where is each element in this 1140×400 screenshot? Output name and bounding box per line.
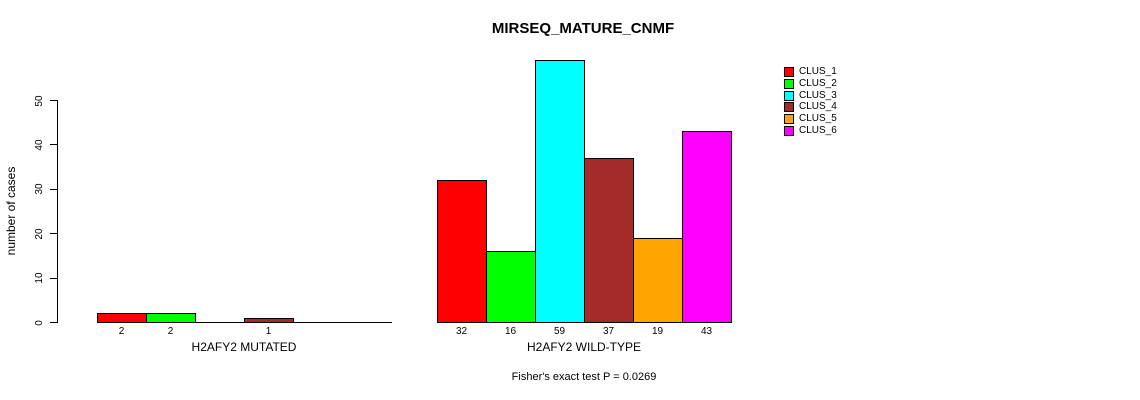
- bar-value-label: 32: [455, 326, 468, 337]
- bar-value-label: 16: [504, 326, 517, 337]
- y-tick: [50, 188, 57, 190]
- bar-CLUS_6-h2afy2-wild-type: [682, 131, 732, 323]
- y-axis-line: [57, 100, 58, 323]
- legend-swatch-CLUS_1: [784, 67, 794, 77]
- bar-value-label: 43: [700, 326, 713, 337]
- y-tick: [50, 277, 57, 279]
- bar-value-label: 1: [265, 326, 272, 337]
- legend-label: CLUS_5: [799, 113, 837, 125]
- bar-CLUS_4-h2afy2-mutated: [244, 317, 294, 323]
- bar-CLUS_4-h2afy2-wild-type: [584, 157, 634, 323]
- fisher-test-note: Fisher's exact test P = 0.0269: [511, 371, 657, 383]
- y-tick-label: 30: [34, 183, 45, 195]
- legend-label: CLUS_1: [799, 66, 837, 77]
- legend-swatch-CLUS_6: [784, 126, 794, 136]
- bar-CLUS_2-h2afy2-wild-type: [486, 250, 536, 323]
- bar-CLUS_1-h2afy2-mutated: [97, 313, 147, 323]
- y-tick-label: 50: [34, 94, 45, 107]
- y-tick-label: 40: [34, 139, 45, 151]
- y-tick-label: 0: [34, 319, 45, 326]
- legend-swatch-CLUS_4: [784, 102, 794, 113]
- y-tick: [50, 233, 57, 235]
- bar-value-label: 2: [167, 326, 174, 337]
- legend-label: CLUS_6: [799, 125, 837, 136]
- y-tick: [50, 144, 57, 146]
- bar-value-label: 37: [602, 326, 615, 337]
- group-label-h2afy2-mutated: H2AFY2 MUTATED: [191, 340, 297, 354]
- y-tick: [50, 322, 57, 323]
- legend-label: CLUS_4: [799, 101, 837, 113]
- y-tick: [50, 100, 57, 101]
- legend-swatch-CLUS_2: [784, 78, 794, 89]
- legend-label: CLUS_3: [799, 89, 837, 101]
- bar-CLUS_3-h2afy2-wild-type: [535, 60, 585, 323]
- bar-value-label: 19: [651, 326, 664, 337]
- group-label-h2afy2-wild-type: H2AFY2 WILD-TYPE: [526, 340, 642, 354]
- bar-CLUS_5-h2afy2-wild-type: [633, 237, 683, 323]
- bar-value-label: 2: [118, 326, 125, 337]
- chart-title: MIRSEQ_MATURE_CNMF: [491, 20, 675, 37]
- legend-label: CLUS_2: [799, 77, 837, 89]
- y-tick-label: 20: [34, 228, 45, 240]
- bar-CLUS_2-h2afy2-mutated: [146, 313, 196, 323]
- bar-CLUS_1-h2afy2-wild-type: [437, 179, 487, 323]
- legend-swatch-CLUS_5: [784, 114, 794, 125]
- y-tick-label: 10: [34, 272, 45, 284]
- bar-value-label: 59: [553, 326, 566, 337]
- legend-swatch-CLUS_3: [784, 90, 794, 101]
